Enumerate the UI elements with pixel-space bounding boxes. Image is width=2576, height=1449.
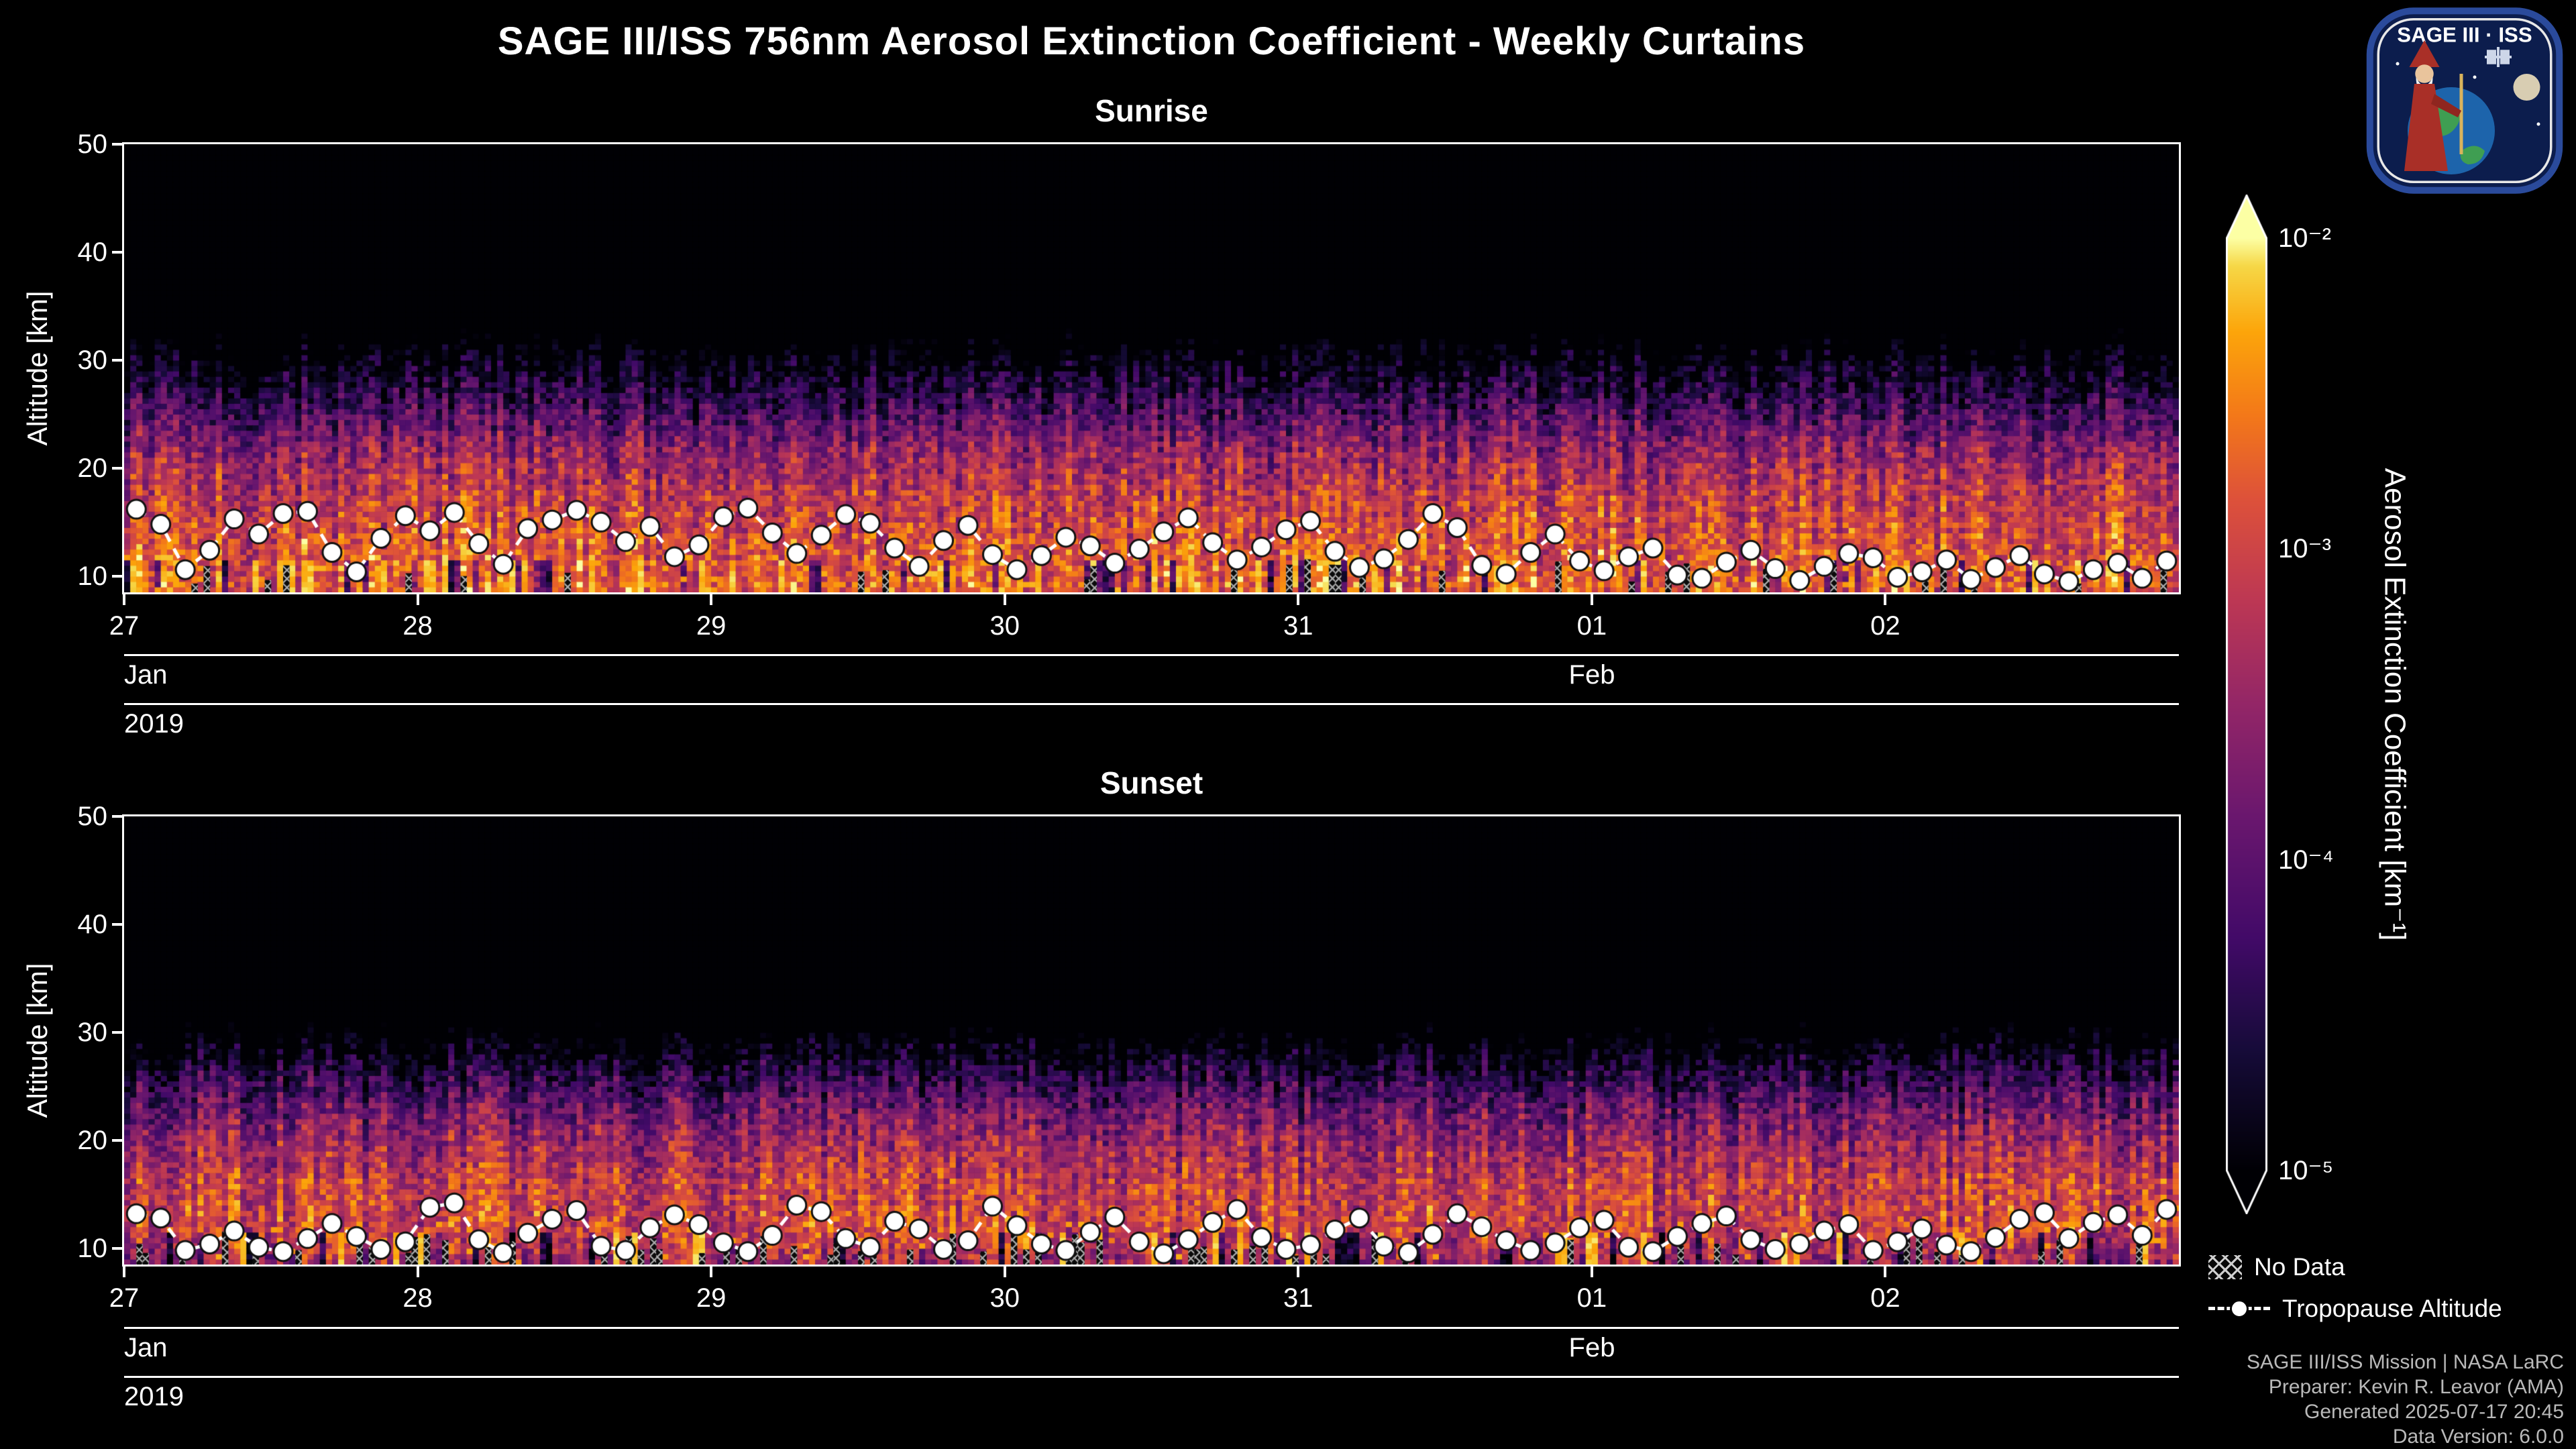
y-tick-mark xyxy=(112,922,122,926)
x-tick-label: 28 xyxy=(402,1283,433,1313)
x-tick-mark xyxy=(1590,1267,1593,1277)
y-tick-label: 40 xyxy=(77,237,108,267)
y-tick-label: 50 xyxy=(77,802,108,831)
y-tick-mark xyxy=(112,466,122,470)
legend-no-data: No Data xyxy=(2208,1253,2345,1281)
colorbar-tick-label: 10⁻⁴ xyxy=(2278,845,2334,875)
no-data-hatch-icon xyxy=(2208,1255,2242,1279)
x-tick-mark xyxy=(123,594,125,605)
credits: SAGE III/ISS Mission | NASA LaRC Prepare… xyxy=(2247,1350,2564,1449)
y-tick-label: 10 xyxy=(77,1233,108,1263)
logo-star xyxy=(2473,75,2477,79)
sunset-year-axis-line xyxy=(124,1376,2179,1378)
sunset-month-label-feb: Feb xyxy=(1568,1333,1615,1362)
y-tick-label: 10 xyxy=(77,561,108,591)
logo-star xyxy=(2396,62,2400,66)
logo-earth-land xyxy=(2460,146,2485,164)
x-tick-label: 01 xyxy=(1576,1283,1607,1313)
sunrise-month-axis-line xyxy=(124,654,2179,656)
logo-iss xyxy=(2485,47,2512,67)
sunrise-month-label-feb: Feb xyxy=(1568,660,1615,690)
x-tick-mark xyxy=(1297,1267,1300,1277)
x-tick-mark xyxy=(416,594,419,605)
x-tick-label: 28 xyxy=(402,611,433,641)
logo-moon xyxy=(2513,74,2540,101)
sunrise-year-label: 2019 xyxy=(124,709,184,739)
logo-title: SAGE III · ISS xyxy=(2397,23,2532,47)
tropopause-line-icon xyxy=(2208,1297,2270,1321)
x-tick-label: 02 xyxy=(1870,611,1900,641)
logo-wizard-arm xyxy=(2431,94,2461,117)
sunset-panel-title: Sunset xyxy=(1099,765,1203,800)
colorbar-tick-label: 10⁻³ xyxy=(2278,534,2331,564)
logo-star xyxy=(2536,122,2540,126)
credit-line: Generated 2025-07-17 20:45 xyxy=(2304,1401,2564,1423)
x-tick-label: 29 xyxy=(696,1283,727,1313)
x-tick-label: 27 xyxy=(109,1283,140,1313)
y-tick-label: 20 xyxy=(77,1125,108,1155)
sunset-heatmap-plot xyxy=(122,814,2181,1267)
x-tick-mark xyxy=(710,1267,713,1277)
y-tick-label: 40 xyxy=(77,909,108,939)
sunrise-heatmap-plot xyxy=(122,142,2181,594)
y-tick-mark xyxy=(112,250,122,254)
x-tick-label: 30 xyxy=(989,1283,1020,1313)
x-tick-mark xyxy=(1297,594,1300,605)
colorbar-axis-label: Aerosol Extinction Coefficient [km⁻¹] xyxy=(2378,468,2412,941)
credit-line: SAGE III/ISS Mission | NASA LaRC xyxy=(2247,1351,2564,1373)
y-tick-mark xyxy=(112,1246,122,1250)
sunset-year-label: 2019 xyxy=(124,1382,184,1411)
y-tick-label: 30 xyxy=(77,1017,108,1047)
sunrise-heatmap-canvas xyxy=(124,144,2179,592)
logo-inner-ring xyxy=(2377,18,2553,183)
colorbar xyxy=(2226,195,2267,1214)
sunset-heatmap-canvas xyxy=(124,816,2179,1265)
y-tick-label: 20 xyxy=(77,453,108,483)
sunset-month-label-jan: Jan xyxy=(124,1333,168,1362)
y-tick-mark xyxy=(112,358,122,362)
legend-tropopause: Tropopause Altitude xyxy=(2208,1295,2502,1323)
x-tick-mark xyxy=(710,594,713,605)
x-tick-label: 27 xyxy=(109,611,140,641)
x-tick-label: 30 xyxy=(989,611,1020,641)
x-tick-label: 31 xyxy=(1283,611,1313,641)
sunrise-panel-title: Sunrise xyxy=(1095,93,1208,128)
y-tick-label: 50 xyxy=(77,129,108,159)
x-tick-label: 31 xyxy=(1283,1283,1313,1313)
x-tick-label: 29 xyxy=(696,611,727,641)
credit-line: Data Version: 6.0.0 xyxy=(2392,1426,2564,1448)
legend-tropopause-label: Tropopause Altitude xyxy=(2282,1295,2502,1322)
page-title: SAGE III/ISS 756nm Aerosol Extinction Co… xyxy=(497,19,1806,63)
sunset-month-axis-line xyxy=(124,1327,2179,1329)
x-tick-mark xyxy=(1884,594,1887,605)
x-tick-label: 02 xyxy=(1870,1283,1900,1313)
y-tick-mark xyxy=(112,1030,122,1034)
x-tick-mark xyxy=(416,1267,419,1277)
x-tick-mark xyxy=(1590,594,1593,605)
x-tick-mark xyxy=(123,1267,125,1277)
y-tick-mark xyxy=(112,815,122,818)
y-tick-mark xyxy=(112,574,122,578)
credit-line: Preparer: Kevin R. Leavor (AMA) xyxy=(2268,1376,2564,1398)
y-tick-mark xyxy=(112,143,122,146)
x-tick-mark xyxy=(1884,1267,1887,1277)
y-tick-mark xyxy=(112,1138,122,1142)
colorbar-tick-label: 10⁻² xyxy=(2278,223,2331,253)
legend-no-data-label: No Data xyxy=(2254,1253,2345,1281)
x-tick-mark xyxy=(1003,1267,1006,1277)
colorbar-tick-label: 10⁻⁵ xyxy=(2278,1156,2334,1185)
x-tick-label: 01 xyxy=(1576,611,1607,641)
sunrise-month-label-jan: Jan xyxy=(124,660,168,690)
x-tick-mark xyxy=(1003,594,1006,605)
logo-wizard-head xyxy=(2415,64,2434,83)
sage-iss-logo: SAGE III · ISS xyxy=(2366,7,2563,194)
y-tick-label: 30 xyxy=(77,345,108,375)
logo-wizard-hat xyxy=(2409,40,2440,67)
sunrise-year-axis-line xyxy=(124,703,2179,705)
